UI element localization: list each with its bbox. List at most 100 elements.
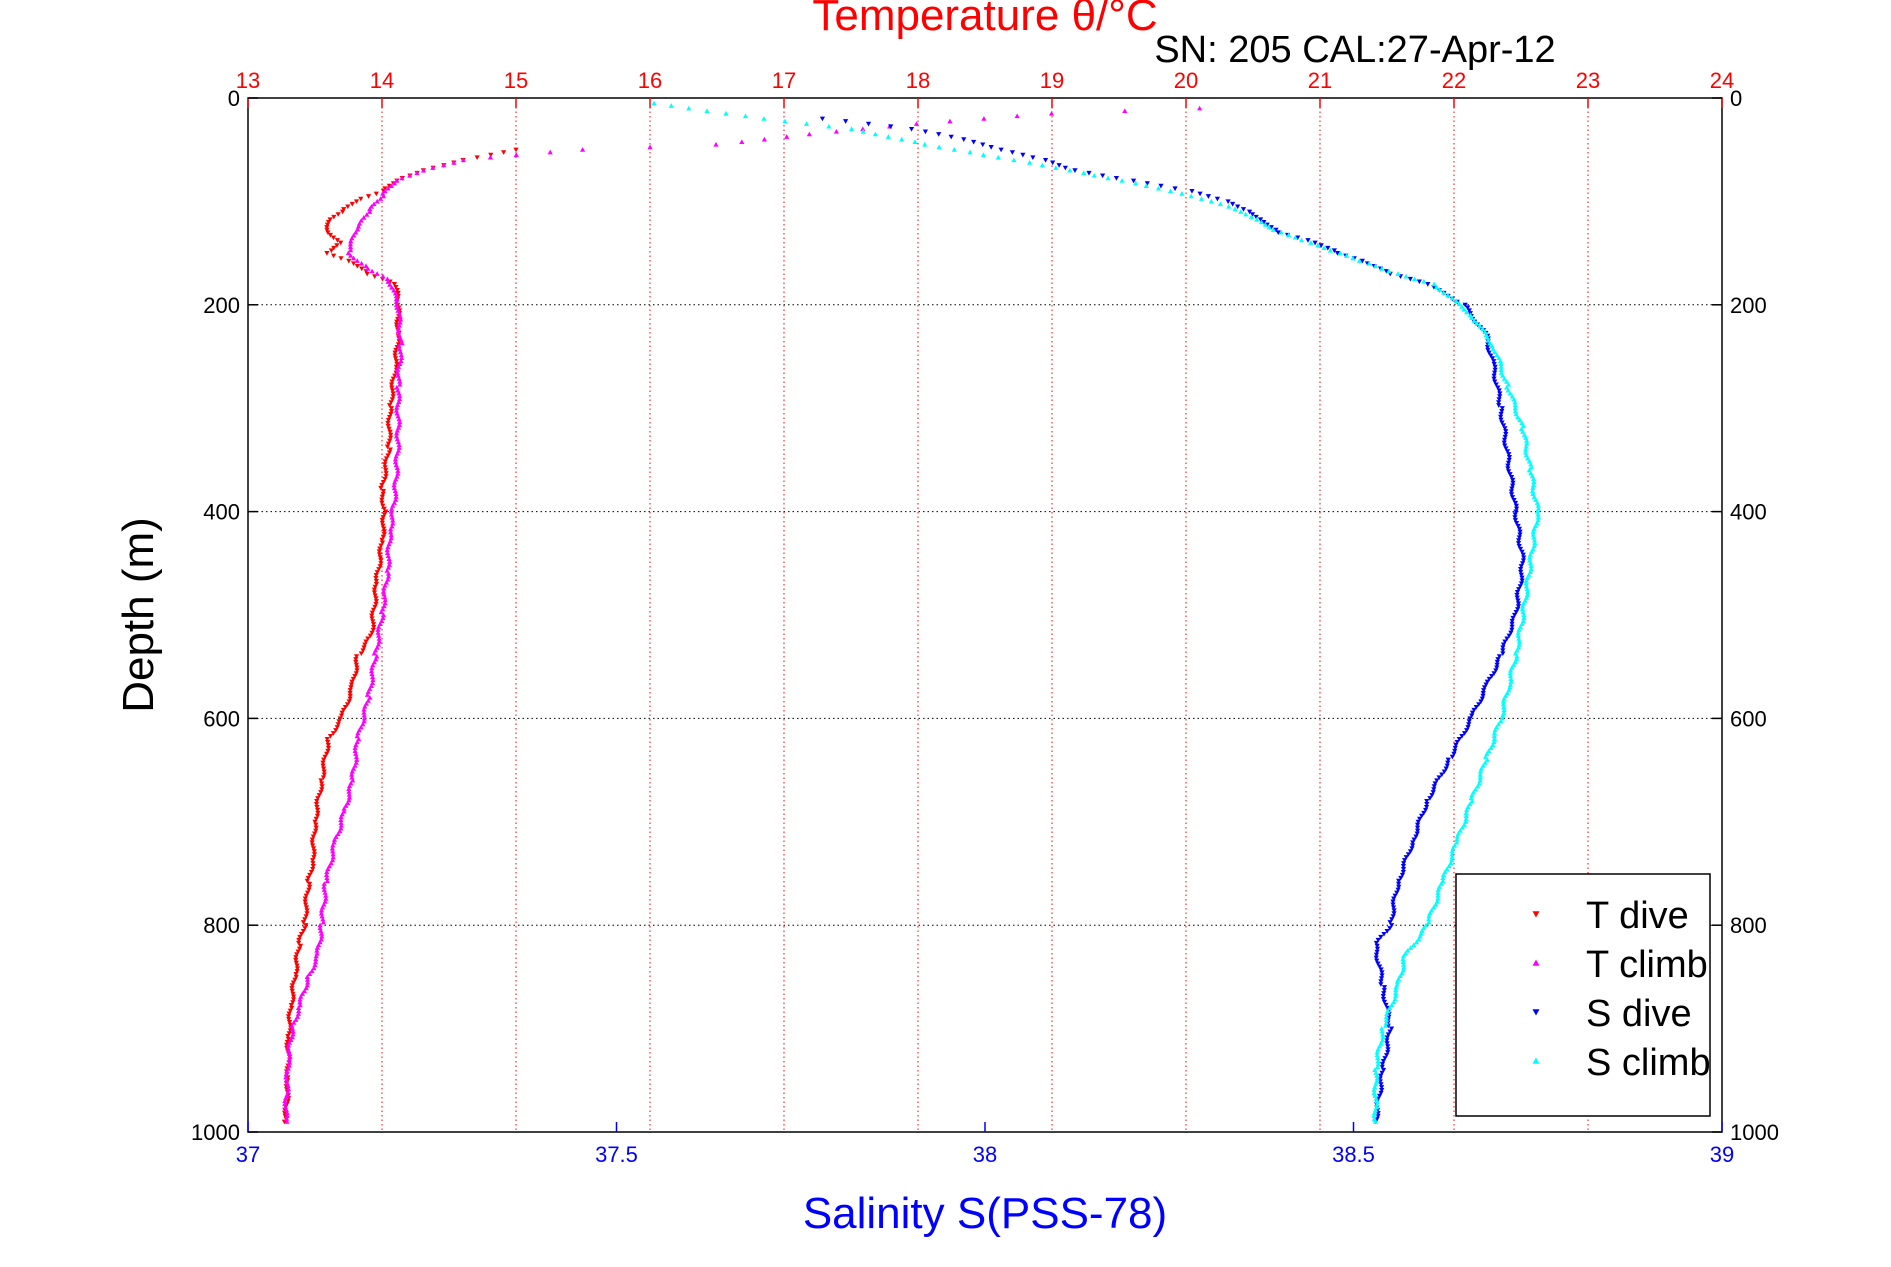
data-point (380, 273, 386, 279)
data-point (314, 950, 320, 956)
data-point (1379, 1028, 1385, 1034)
data-point (394, 370, 401, 375)
legend-marker-t-climb (1532, 959, 1540, 966)
data-point (1383, 1053, 1390, 1058)
data-point (501, 150, 507, 155)
data-point (313, 822, 319, 828)
data-point (380, 479, 387, 485)
data-point (1321, 245, 1327, 251)
data-point (1523, 446, 1529, 452)
data-point (384, 444, 391, 450)
data-point (379, 520, 385, 526)
data-point (1513, 610, 1519, 615)
data-point (1375, 1046, 1381, 1052)
data-point (1504, 690, 1510, 696)
data-point (282, 1104, 289, 1109)
data-point (296, 937, 302, 943)
data-point (324, 878, 330, 883)
data-point (1400, 864, 1407, 869)
data-point (365, 266, 371, 271)
data-point (1525, 455, 1531, 461)
data-point (302, 899, 308, 905)
data-point (1520, 609, 1526, 615)
data-point (296, 946, 303, 952)
data-point (388, 406, 395, 411)
data-point (1535, 514, 1541, 520)
data-point (1081, 170, 1087, 176)
data-point (761, 116, 767, 121)
data-point (865, 121, 872, 127)
data-point (888, 124, 894, 130)
data-point (1507, 390, 1513, 396)
data-point (395, 290, 401, 296)
data-point (396, 416, 402, 422)
data-point (321, 884, 327, 889)
data-point (1315, 242, 1321, 248)
data-point (1389, 923, 1395, 928)
data-point (1410, 843, 1416, 849)
data-point (335, 212, 341, 217)
data-point (294, 952, 300, 957)
data-point (1235, 204, 1241, 210)
tick-layer: 13 14 15 16 17 18 19 20 21 22 23 24 37 37.5 38 38.5 39 0 0… (191, 68, 1779, 1167)
data-point (1394, 890, 1400, 896)
data-point (395, 373, 401, 378)
data-point (1030, 155, 1036, 161)
data-point (1431, 904, 1437, 910)
data-point (1444, 866, 1450, 872)
data-point (1053, 165, 1059, 170)
data-point (381, 512, 388, 518)
data-point (1144, 181, 1150, 186)
data-point (1527, 552, 1533, 557)
data-point (1428, 907, 1435, 913)
data-point (1534, 509, 1540, 514)
data-point (908, 126, 915, 132)
data-point (1508, 630, 1514, 636)
data-point (391, 482, 397, 488)
data-point (348, 238, 354, 244)
data-point (313, 828, 319, 834)
data-point (325, 739, 331, 745)
data-point (324, 222, 331, 228)
data-point (1385, 1044, 1391, 1049)
data-point (334, 238, 341, 243)
data-point (1072, 168, 1078, 173)
data-point (803, 121, 810, 126)
data-point (306, 881, 313, 887)
data-point (310, 843, 316, 849)
data-point (1380, 996, 1387, 1002)
data-point (284, 1039, 290, 1045)
data-point (784, 134, 790, 139)
data-point (1530, 482, 1537, 488)
data-point (1261, 220, 1267, 225)
data-point (1452, 745, 1458, 751)
y-axis-label: Depth (m) (114, 517, 163, 713)
data-point (384, 276, 391, 282)
data-point (1454, 739, 1460, 745)
data-point (347, 244, 354, 250)
data-point (1497, 358, 1503, 364)
data-point (1379, 1061, 1386, 1067)
data-point (285, 1034, 291, 1039)
data-point (1496, 388, 1502, 394)
data-point (1509, 618, 1515, 624)
data-point (304, 974, 310, 979)
data-point (372, 584, 378, 590)
legend-label-s-climb: S climb (1586, 1042, 1711, 1084)
data-point (353, 229, 359, 235)
data-point (378, 561, 384, 566)
data-point (349, 774, 355, 780)
data-point (1520, 552, 1526, 558)
data-point (1512, 518, 1519, 523)
data-point (394, 428, 401, 433)
data-point (487, 154, 494, 160)
data-point (1496, 397, 1502, 402)
data-point (1515, 607, 1521, 612)
data-point (317, 925, 323, 931)
data-point (998, 147, 1004, 153)
salinity-tick-label: 37.5 (595, 1142, 638, 1167)
data-point (1524, 441, 1530, 446)
data-point (395, 471, 401, 476)
data-point (739, 139, 745, 145)
data-point (368, 668, 375, 674)
